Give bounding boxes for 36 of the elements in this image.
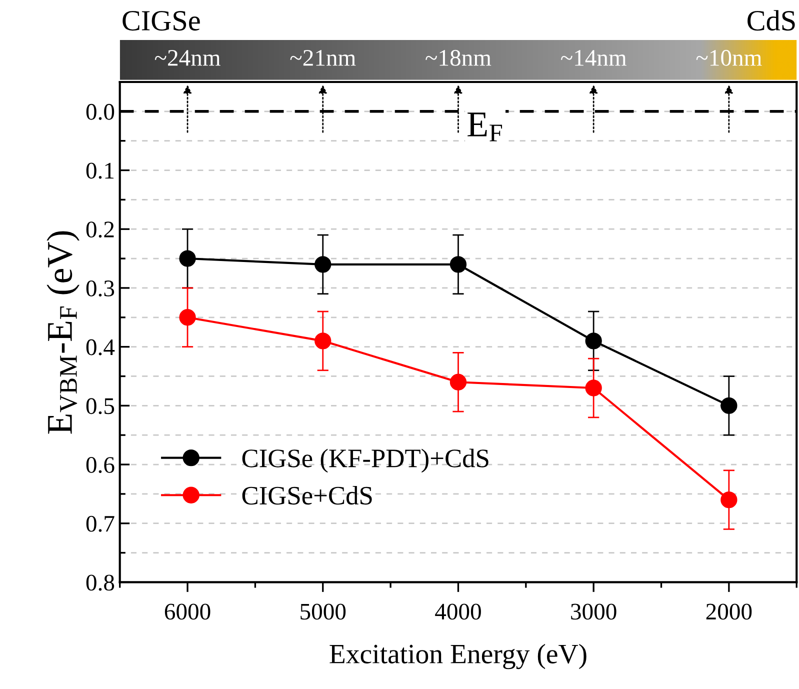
y-axis-title: E$_{VBM}$-E$_{F}$ (eV) [46, 231, 80, 434]
x-axis-title: Excitation Energy (eV) [330, 644, 586, 670]
y-tick-label: 0.4 [86, 339, 115, 356]
y-tick-label: 0.1 [86, 162, 114, 179]
point [720, 491, 738, 508]
x-tick-label: 4000 [435, 604, 481, 620]
y-tick-label: 0.5 [86, 398, 114, 414]
y-tick-label: 0.2 [86, 222, 114, 238]
ref-line-label: E$_{F}$ [468, 112, 502, 142]
legend-label: CIGSe (KF-PDT)+CdS [242, 448, 488, 473]
point [450, 374, 467, 390]
x-tick-label: 2000 [706, 604, 752, 620]
x-tick-label: 3000 [571, 604, 616, 620]
annotation: ~21nm [290, 50, 356, 66]
point [720, 397, 738, 414]
y-tick-label: 0.6 [86, 457, 114, 474]
text: CIGSe [122, 10, 200, 31]
x-tick-label: 6000 [164, 604, 210, 620]
y-tick-label: 0.3 [86, 280, 114, 296]
point [450, 256, 467, 273]
y-tick-label: 0.8 [86, 574, 114, 591]
point [314, 332, 332, 350]
point [179, 250, 196, 267]
x-tick-label: 5000 [300, 604, 346, 620]
annotation: ~14nm [560, 50, 626, 66]
text: CdS [748, 10, 795, 31]
legend-label: CIGSe+CdS [242, 486, 372, 505]
annotation: ~24nm [154, 50, 220, 66]
y-tick-label: 0.0 [86, 104, 114, 120]
point [585, 380, 602, 396]
annotation: ~18nm [426, 50, 492, 66]
point [179, 309, 196, 326]
point [585, 332, 602, 350]
point [314, 256, 332, 273]
annotation: ~10nm [696, 50, 762, 66]
y-tick-label: 0.7 [86, 516, 114, 532]
